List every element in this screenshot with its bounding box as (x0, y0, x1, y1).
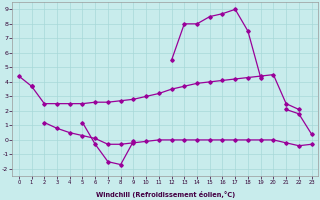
X-axis label: Windchill (Refroidissement éolien,°C): Windchill (Refroidissement éolien,°C) (96, 191, 235, 198)
